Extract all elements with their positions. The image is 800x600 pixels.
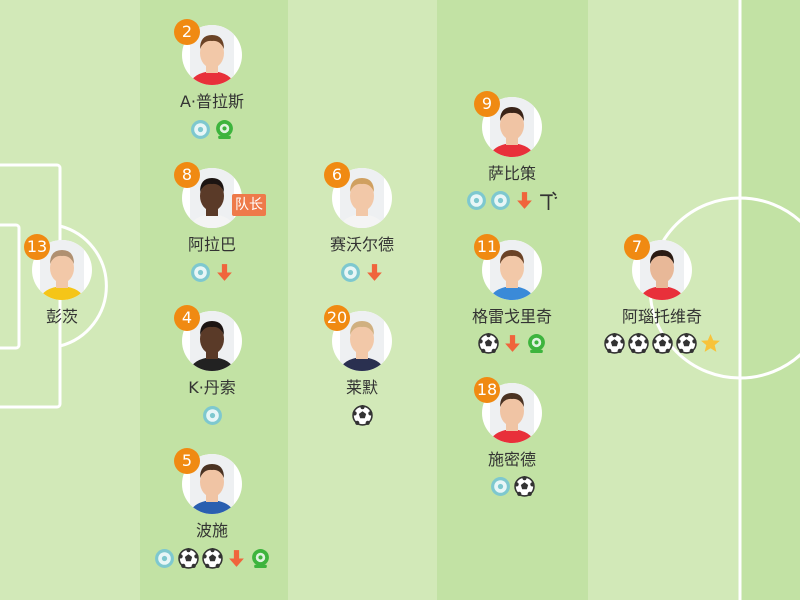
goal-ball-icon <box>603 333 625 354</box>
player-name: 彭茨 <box>45 306 78 326</box>
assist-icon <box>340 262 361 283</box>
player-card[interactable]: 20 莱默 <box>287 305 437 426</box>
player-events <box>437 476 587 498</box>
player-events <box>587 333 737 355</box>
jersey-number-badge: 7 <box>624 233 650 260</box>
goal-ball-icon <box>177 547 199 569</box>
goal-ball-icon <box>627 333 649 354</box>
player-events <box>0 333 137 355</box>
assist-icon <box>154 548 175 569</box>
green-event-icon <box>526 333 547 354</box>
woodwork-icon <box>538 190 559 211</box>
player-card[interactable]: 13 彭茨 <box>0 233 137 355</box>
assist-icon <box>190 262 211 283</box>
player-events <box>437 190 587 212</box>
player-name: 格雷戈里奇 <box>471 306 552 326</box>
jersey-number-badge: 5 <box>174 448 200 474</box>
goal-ball-icon <box>651 333 673 354</box>
pitch-stripe <box>588 0 740 600</box>
sub-off-arrow-icon <box>502 333 523 354</box>
pitch-stripe <box>740 0 800 600</box>
goal-ball-icon <box>477 333 499 354</box>
penalty-arc <box>59 224 108 348</box>
player-photo <box>182 454 242 514</box>
goal-ball-icon <box>201 547 223 569</box>
player-name: K·丹索 <box>188 378 236 397</box>
jersey-number-badge: 2 <box>174 19 200 45</box>
jersey-number-badge: 9 <box>474 90 500 117</box>
assist-icon <box>490 190 511 211</box>
jersey-number-badge: 13 <box>24 233 50 260</box>
assist-icon <box>202 405 223 426</box>
jersey-number-badge: 11 <box>474 233 500 260</box>
sub-off-arrow-icon <box>226 548 247 569</box>
player-card[interactable]: 18 施密德 <box>437 376 587 498</box>
goal-ball-icon <box>351 404 373 426</box>
star-icon <box>700 333 721 354</box>
player-photo <box>332 311 392 371</box>
jersey-number-badge: 18 <box>474 376 500 403</box>
goal-ball-icon <box>513 476 535 497</box>
player-card[interactable]: 6 赛沃尔德 <box>287 162 437 283</box>
player-name: 莱默 <box>345 378 378 397</box>
player-card[interactable]: 5 波施 <box>137 448 287 569</box>
player-name: 萨比策 <box>487 163 536 183</box>
player-card[interactable]: 11 格雷戈里奇 <box>437 233 587 355</box>
assist-icon <box>490 476 511 497</box>
sub-off-arrow-icon <box>364 262 385 283</box>
jersey-number-badge: 6 <box>324 162 350 188</box>
pitch-stripe <box>288 0 437 600</box>
jersey-number-badge: 20 <box>324 305 350 331</box>
player-events <box>287 261 437 283</box>
player-name: 阿拉巴 <box>187 235 236 254</box>
assist-icon <box>190 119 211 140</box>
green-event-icon <box>214 119 235 140</box>
green-event-icon <box>250 548 271 569</box>
player-events <box>137 118 287 140</box>
player-name: 赛沃尔德 <box>329 235 394 254</box>
player-name: 波施 <box>195 521 228 540</box>
goal-box <box>0 223 21 350</box>
goal-ball-icon <box>675 333 697 354</box>
player-card[interactable]: 7 阿瑙托维奇 <box>587 233 737 355</box>
player-name: 施密德 <box>487 449 536 469</box>
player-events <box>137 404 287 426</box>
pitch-stripe <box>0 0 140 600</box>
sub-off-arrow-icon <box>214 262 235 283</box>
player-name: A·普拉斯 <box>179 92 245 111</box>
jersey-number-badge: 8 <box>174 162 200 188</box>
player-name: 阿瑙托维奇 <box>621 306 702 326</box>
player-events <box>137 547 287 569</box>
player-card[interactable]: 9 萨比策 <box>437 90 587 212</box>
sub-off-arrow-icon <box>514 190 535 211</box>
player-events <box>437 333 587 355</box>
player-events <box>287 404 437 426</box>
player-card[interactable]: 4 K·丹索 <box>137 305 287 426</box>
captain-badge: 队长 <box>232 194 266 216</box>
assist-icon <box>466 190 487 211</box>
player-card[interactable]: 2 A·普拉斯 <box>137 19 287 140</box>
player-card[interactable]: 8 队长 阿拉巴 <box>137 162 287 283</box>
player-photo <box>32 239 92 300</box>
player-events <box>137 261 287 283</box>
jersey-number-badge: 4 <box>174 305 200 331</box>
